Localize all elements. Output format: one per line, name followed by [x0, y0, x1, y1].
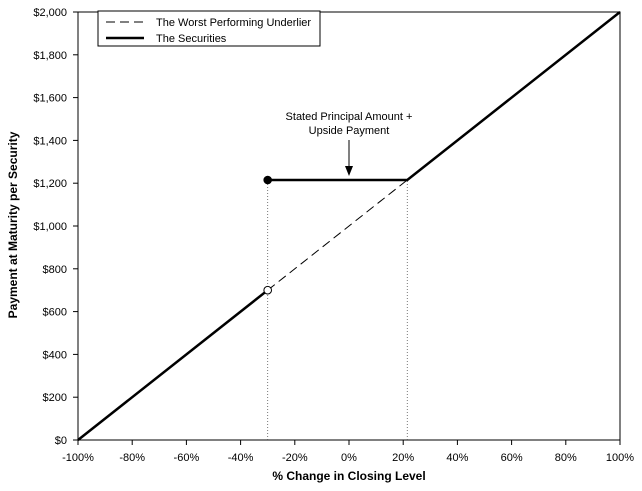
x-tick-label: -100%: [62, 452, 94, 464]
x-tick-label: -60%: [174, 452, 200, 464]
legend-box: [97, 10, 321, 47]
y-axis-ticks: $0 $200 $400 $600 $800 $1,000 $1,200 $1,400 $1,6…: [33, 7, 78, 447]
y-tick-label: $200: [43, 392, 67, 404]
securities-line-segment: [77, 289, 269, 441]
underlier-dashed-line: [267, 179, 408, 291]
annotation-text: Upside Payment: [309, 125, 390, 137]
y-tick-label: $400: [43, 349, 67, 361]
x-tick-label: 80%: [555, 452, 577, 464]
y-tick-label: $1,000: [33, 221, 67, 233]
x-tick-label: 40%: [446, 452, 468, 464]
data-markers: [263, 175, 273, 295]
y-tick-label: $800: [43, 264, 67, 276]
annotation-text: Stated Principal Amount +: [286, 111, 413, 123]
x-tick-label: 20%: [392, 452, 414, 464]
x-tick-label: -40%: [228, 452, 254, 464]
x-tick-label: -80%: [119, 452, 145, 464]
legend-label: The Securities: [156, 33, 227, 45]
legend: The Worst Performing Underlier The Securi…: [97, 10, 321, 47]
filled-marker: [263, 175, 273, 185]
y-tick-label: $1,400: [33, 135, 67, 147]
series-lines: [77, 11, 621, 441]
y-axis-title: Payment at Maturity per Security: [6, 131, 20, 318]
y-tick-label: $1,200: [33, 178, 67, 190]
annotation: Stated Principal Amount + Upside Payment: [286, 111, 413, 176]
securities-line-segment: [267, 11, 621, 182]
x-tick-label: 100%: [606, 452, 634, 464]
x-axis-ticks: -100% -80% -60% -40% -20% 0% 20% 40% 60% 80% 100%: [62, 440, 634, 464]
y-tick-label: $600: [43, 307, 67, 319]
y-tick-label: $0: [55, 435, 67, 447]
open-marker: [263, 285, 273, 295]
x-axis-title: % Change in Closing Level: [272, 469, 425, 483]
x-tick-label: -20%: [282, 452, 308, 464]
y-tick-label: $2,000: [33, 7, 67, 19]
legend-label: The Worst Performing Underlier: [156, 17, 311, 29]
annotation-arrow-head: [345, 165, 353, 176]
reference-lines: [267, 179, 408, 440]
y-tick-label: $1,600: [33, 93, 67, 105]
x-tick-label: 60%: [501, 452, 523, 464]
y-tick-label: $1,800: [33, 50, 67, 62]
x-tick-label: 0%: [341, 452, 357, 464]
